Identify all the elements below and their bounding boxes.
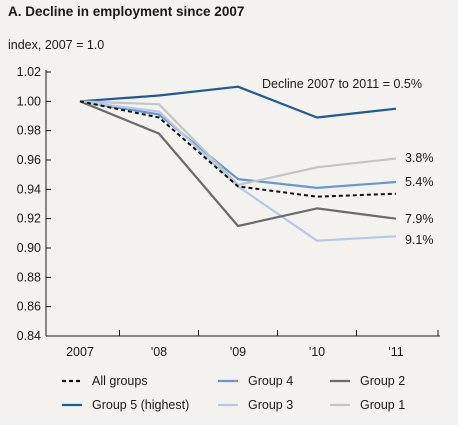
legend-item-all-groups: All groups [62, 374, 148, 388]
y-axis-unit-label: index, 2007 = 1.0 [8, 38, 104, 52]
series-line-group-3 [79, 100, 397, 242]
x-tick-label: '11 [388, 345, 403, 359]
series-line-group-2 [79, 100, 397, 228]
series-line-all-groups [79, 100, 397, 198]
legend-item-group-4: Group 4 [218, 374, 293, 388]
y-tick-label: 0.96 [17, 153, 41, 167]
annotations: Decline 2007 to 2011 = 0.5% 3.8% 5.4% 7.9% 9… [262, 77, 434, 247]
legend-label: Group 2 [360, 374, 405, 388]
y-tick-label: 0.90 [17, 241, 41, 255]
x-tick-label: '10 [309, 345, 325, 359]
y-tick-label: 0.92 [17, 212, 41, 226]
y-tick-label: 0.86 [17, 300, 41, 314]
legend-label: All groups [92, 374, 148, 388]
annotation-group-5-highest: Decline 2007 to 2011 = 0.5% [262, 77, 422, 91]
y-tick-label: 0.88 [17, 270, 41, 284]
series-line-group-5-highest [79, 85, 397, 119]
series-line-group-4 [79, 100, 397, 189]
annotation-group-2: 7.9% [405, 212, 434, 226]
y-tick-label: 0.94 [17, 182, 41, 196]
legend-item-group-1: Group 1 [330, 398, 405, 412]
legend-item-group-3: Group 3 [218, 398, 293, 412]
y-tick-label: 1.02 [17, 65, 41, 79]
x-tick-label: 2007 [66, 345, 94, 359]
legend-label: Group 5 (highest) [92, 398, 189, 412]
x-tick-label: '08 [151, 345, 167, 359]
annotation-group-3: 9.1% [405, 233, 434, 247]
legend-item-group-2: Group 2 [330, 374, 405, 388]
series-lines [79, 85, 397, 242]
legend-item-group-5-highest: Group 5 (highest) [62, 398, 189, 412]
y-tick-label: 1.00 [17, 94, 41, 108]
x-tick-label: '09 [230, 345, 246, 359]
axes: 1.02 1.00 0.98 0.96 0.94 0.92 0.90 0.88 0.86 0.84… [17, 65, 440, 359]
chart-title: A. Decline in employment since 2007 [8, 4, 244, 19]
legend-label: Group 1 [360, 398, 405, 412]
annotation-group-1: 3.8% [405, 151, 434, 165]
legend-label: Group 4 [248, 374, 293, 388]
legend-label: Group 3 [248, 398, 293, 412]
y-tick-label: 0.98 [17, 124, 41, 138]
legend: All groups Group 4 Group 2 Group 5 (highest… [62, 374, 405, 412]
annotation-group-4: 5.4% [405, 175, 434, 189]
y-tick-label: 0.84 [17, 329, 41, 343]
series-line-group-1 [79, 100, 397, 186]
